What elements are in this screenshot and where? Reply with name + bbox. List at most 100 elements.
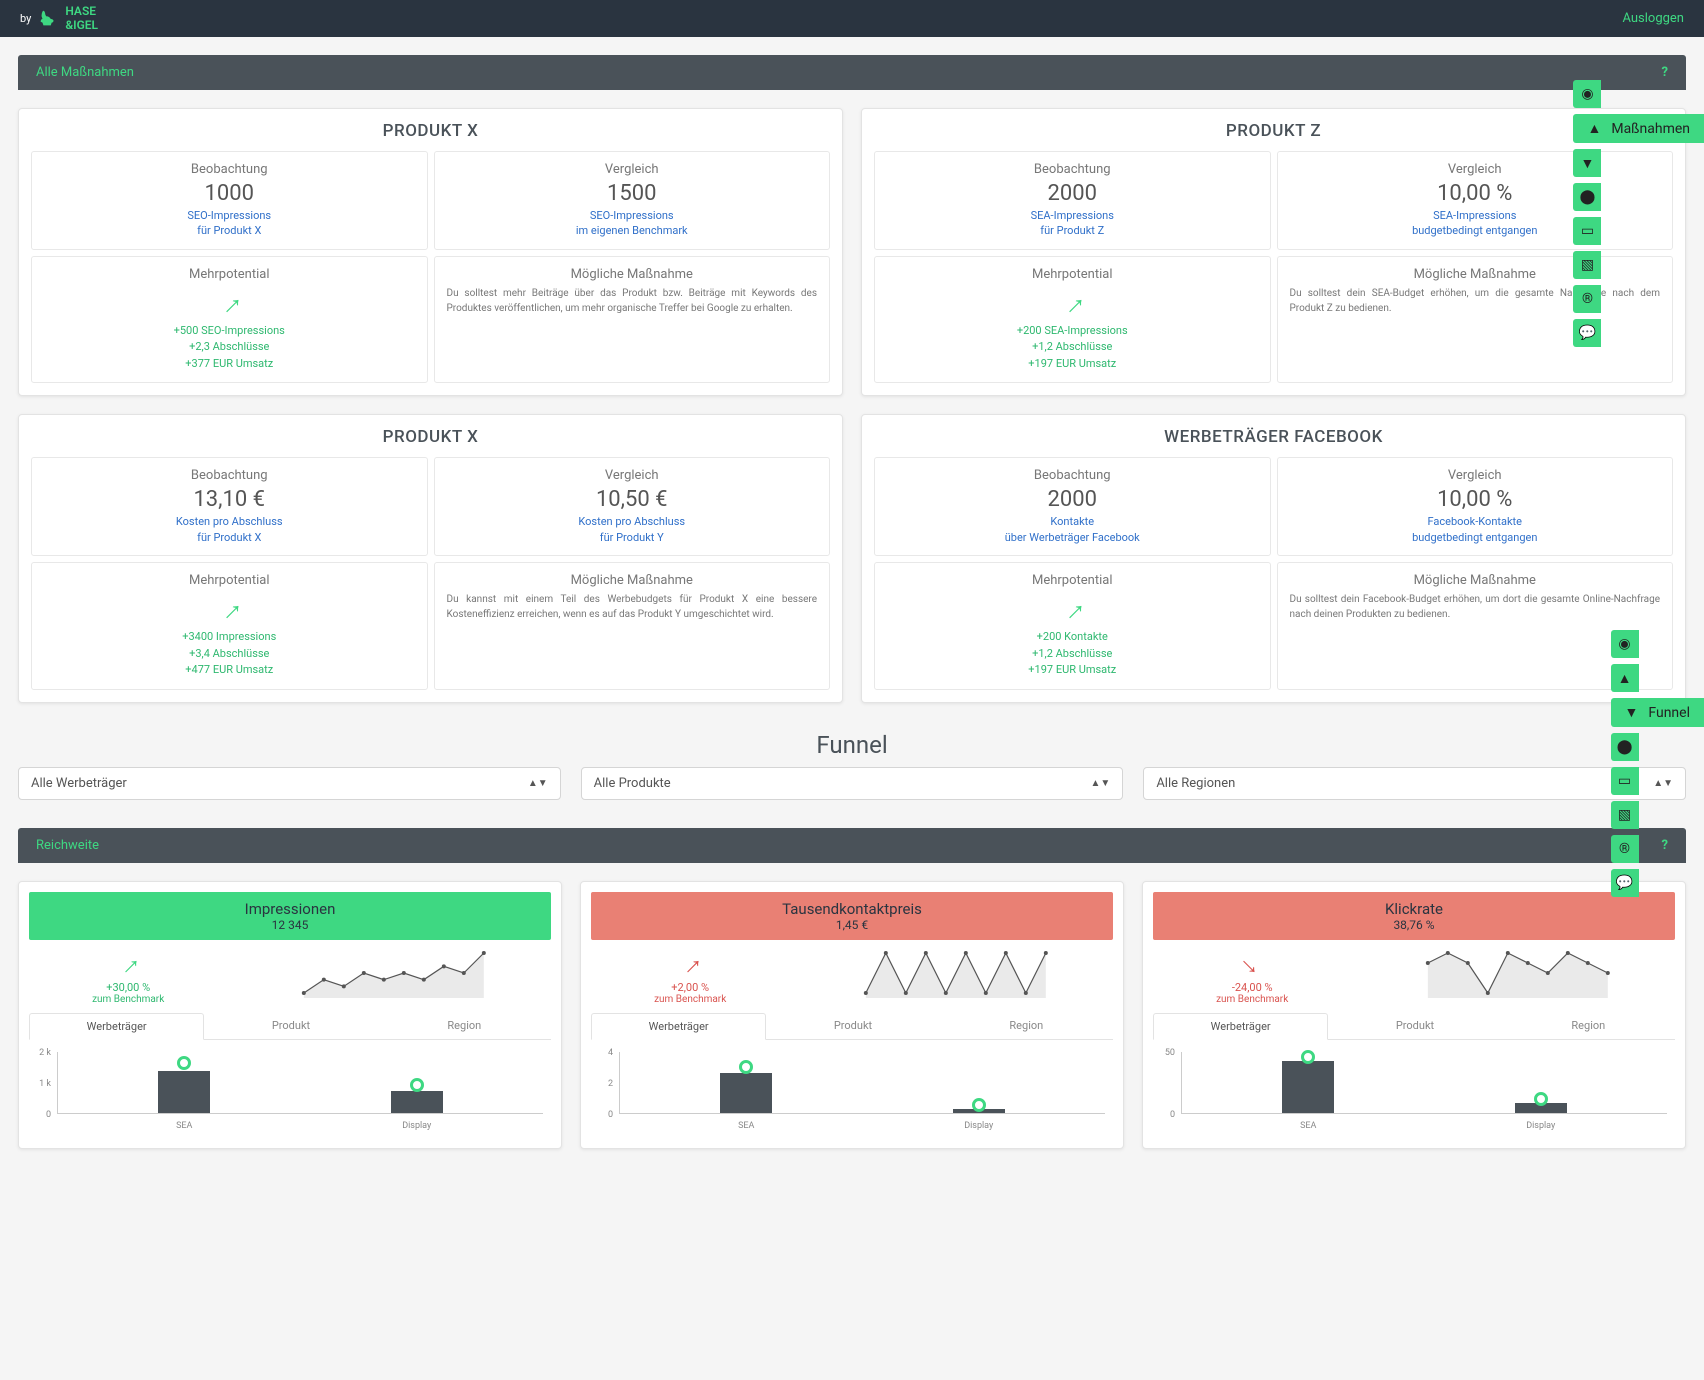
rabbit-icon: [37, 8, 59, 30]
map-icon[interactable]: ▧: [1611, 801, 1639, 829]
filter-werbetraeger[interactable]: Alle Werbeträger▲▼: [18, 767, 561, 800]
funnel-tag[interactable]: ▼Funnel: [1611, 698, 1704, 727]
trend-arrow-icon: →: [108, 943, 148, 983]
comparison-cell: Vergleich 10,50 € Kosten pro Abschluss f…: [434, 457, 831, 556]
bar-dot: [1534, 1092, 1548, 1106]
bar-group: Display: [301, 1091, 534, 1113]
product-title: PRODUKT X: [31, 121, 830, 141]
metric-header: Klickrate 38,76 %: [1153, 892, 1675, 940]
help-icon[interactable]: ?: [1662, 65, 1668, 80]
map-icon[interactable]: ▧: [1573, 251, 1601, 279]
observation-cell: Beobachtung 2000 Kontakte über Werbeträg…: [874, 457, 1271, 556]
filter-icon: ▼: [1625, 704, 1639, 721]
potential-cell: Mehrpotential → +200 SEA-Impressions +1,…: [874, 256, 1271, 384]
tab-region[interactable]: Region: [940, 1013, 1113, 1039]
chevron-icon: ▲▼: [528, 778, 548, 789]
chat-icon[interactable]: 💬: [1573, 319, 1601, 347]
dashboard-icon[interactable]: ◉: [1573, 80, 1601, 108]
trend-arrow-icon: →: [670, 943, 710, 983]
right-toolbar-lower: ◉ ▲ ▼Funnel ⬤ ▭ ▧ ® 💬: [1611, 630, 1704, 897]
observation-cell: Beobachtung 13,10 € Kosten pro Abschluss…: [31, 457, 428, 556]
topbar: by HASE &IGEL Ausloggen: [0, 0, 1704, 37]
potential-cell: Mehrpotential → +3400 Impressions +3,4 A…: [31, 562, 428, 690]
dashboard-icon[interactable]: ◉: [1611, 630, 1639, 658]
bar-dot: [739, 1060, 753, 1074]
metric-header: Tausendkontaktpreis 1,45 €: [591, 892, 1113, 940]
metric-card: Klickrate 38,76 % → -24,00 % zum Benchma…: [1142, 881, 1686, 1149]
tab-produkt[interactable]: Produkt: [204, 1013, 377, 1039]
comparison-cell: Vergleich 10,00 % Facebook-Kontakte budg…: [1277, 457, 1674, 556]
arrow-up-icon: →: [1051, 281, 1094, 324]
money-icon[interactable]: ▭: [1573, 217, 1601, 245]
coins-icon[interactable]: ⬤: [1611, 733, 1639, 761]
sparkline-chart: [799, 948, 1113, 998]
warning-icon[interactable]: ▲: [1611, 664, 1639, 692]
trend-arrow-icon: →: [1232, 943, 1272, 983]
filter-regionen[interactable]: Alle Regionen▲▼: [1143, 767, 1686, 800]
funnel-title: Funnel: [0, 731, 1704, 759]
mini-bar-chart: 420 SEADisplay: [591, 1048, 1113, 1138]
section-title: Alle Maßnahmen: [36, 65, 134, 80]
tab-werbeträger[interactable]: Werbeträger: [591, 1013, 766, 1040]
tab-werbeträger[interactable]: Werbeträger: [1153, 1013, 1328, 1040]
bar-group: SEA: [1192, 1061, 1425, 1113]
massnahmen-tag[interactable]: ▲Maßnahmen: [1573, 114, 1704, 143]
arrow-up-icon: →: [208, 587, 251, 630]
section-reichweite: Reichweite ?: [18, 828, 1686, 863]
tab-werbeträger[interactable]: Werbeträger: [29, 1013, 204, 1040]
right-toolbar-upper: ◉ ▲Maßnahmen ▼ ⬤ ▭ ▧ ® 💬: [1573, 80, 1704, 347]
mini-bar-chart: 500 SEADisplay: [1153, 1048, 1675, 1138]
chat-icon[interactable]: 💬: [1611, 869, 1639, 897]
product-title: PRODUKT X: [31, 427, 830, 447]
filter-produkte[interactable]: Alle Produkte▲▼: [581, 767, 1124, 800]
arrow-up-icon: →: [1051, 587, 1094, 630]
bar-dot: [1301, 1050, 1315, 1064]
metric-tabs: WerbeträgerProduktRegion: [29, 1013, 551, 1040]
product-card: PRODUKT Z Beobachtung 2000 SEA-Impressio…: [861, 108, 1686, 396]
registered-icon[interactable]: ®: [1573, 285, 1601, 313]
registered-icon[interactable]: ®: [1611, 835, 1639, 863]
tab-region[interactable]: Region: [1502, 1013, 1675, 1039]
filter-icon[interactable]: ▼: [1573, 149, 1601, 177]
bar-dot: [972, 1098, 986, 1112]
bar-group: Display: [863, 1109, 1096, 1113]
potential-cell: Mehrpotential → +500 SEO-Impressions +2,…: [31, 256, 428, 384]
warning-icon: ▲: [1587, 120, 1601, 137]
product-card: WERBETRÄGER FACEBOOK Beobachtung 2000 Ko…: [861, 414, 1686, 702]
section-title: Reichweite: [36, 838, 99, 853]
logo: by HASE &IGEL: [20, 5, 98, 31]
metric-tabs: WerbeträgerProduktRegion: [591, 1013, 1113, 1040]
comparison-cell: Vergleich 1500 SEO-Impressions im eigene…: [434, 151, 831, 250]
action-cell: Mögliche Maßnahme Du kannst mit einem Te…: [434, 562, 831, 690]
tab-produkt[interactable]: Produkt: [766, 1013, 939, 1039]
coins-icon[interactable]: ⬤: [1573, 183, 1601, 211]
bar-dot: [410, 1078, 424, 1092]
product-cards-grid: PRODUKT X Beobachtung 1000 SEO-Impressio…: [0, 90, 1704, 721]
metrics-grid: Impressionen 12 345 → +30,00 % zum Bench…: [0, 863, 1704, 1167]
metric-card: Tausendkontaktpreis 1,45 € → +2,00 % zum…: [580, 881, 1124, 1149]
bar-group: SEA: [630, 1073, 863, 1113]
tab-produkt[interactable]: Produkt: [1328, 1013, 1501, 1039]
product-title: WERBETRÄGER FACEBOOK: [874, 427, 1673, 447]
mini-bar-chart: 2 k1 k0 SEADisplay: [29, 1048, 551, 1138]
product-card: PRODUKT X Beobachtung 1000 SEO-Impressio…: [18, 108, 843, 396]
metric-card: Impressionen 12 345 → +30,00 % zum Bench…: [18, 881, 562, 1149]
logo-by: by: [20, 12, 31, 25]
bar-group: Display: [1425, 1103, 1658, 1113]
sparkline-chart: [1361, 948, 1675, 998]
potential-cell: Mehrpotential → +200 Kontakte +1,2 Absch…: [874, 562, 1271, 690]
product-card: PRODUKT X Beobachtung 13,10 € Kosten pro…: [18, 414, 843, 702]
metric-tabs: WerbeträgerProduktRegion: [1153, 1013, 1675, 1040]
money-icon[interactable]: ▭: [1611, 767, 1639, 795]
metric-header: Impressionen 12 345: [29, 892, 551, 940]
bar-group: SEA: [68, 1071, 301, 1113]
product-title: PRODUKT Z: [874, 121, 1673, 141]
logout-link[interactable]: Ausloggen: [1622, 11, 1684, 26]
action-cell: Mögliche Maßnahme Du solltest mehr Beitr…: [434, 256, 831, 384]
arrow-up-icon: →: [208, 281, 251, 324]
observation-cell: Beobachtung 2000 SEA-Impressions für Pro…: [874, 151, 1271, 250]
section-alle-massnahmen: Alle Maßnahmen ?: [18, 55, 1686, 90]
tab-region[interactable]: Region: [378, 1013, 551, 1039]
brand-text: HASE &IGEL: [65, 5, 98, 31]
chevron-icon: ▲▼: [1091, 778, 1111, 789]
